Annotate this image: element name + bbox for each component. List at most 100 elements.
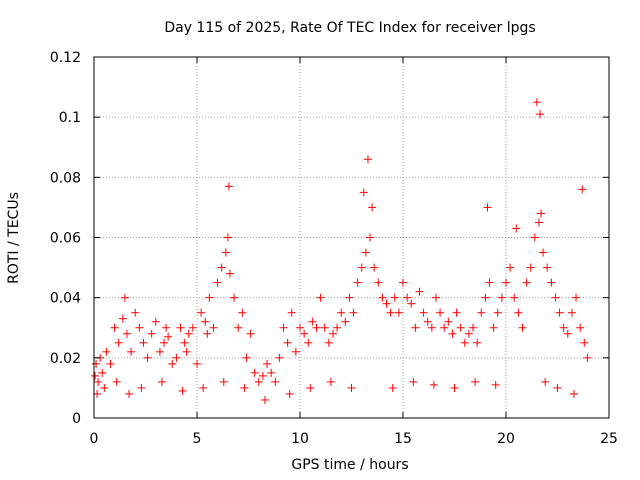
data-point <box>359 188 368 197</box>
data-point <box>94 377 103 386</box>
data-point <box>98 368 107 377</box>
data-point <box>300 329 309 338</box>
chart-title: Day 115 of 2025, Rate Of TEC Index for r… <box>164 20 535 36</box>
data-point <box>541 377 550 386</box>
y-tick-label: 0.08 <box>50 170 81 186</box>
data-point <box>184 329 193 338</box>
data-point <box>197 308 206 317</box>
data-point <box>172 353 181 362</box>
data-point <box>450 383 459 392</box>
data-point <box>219 377 228 386</box>
data-point <box>283 338 292 347</box>
data-point <box>160 338 169 347</box>
data-point <box>491 380 500 389</box>
y-tick-label: 0.12 <box>50 50 81 66</box>
data-point <box>217 263 226 272</box>
data-point <box>353 278 362 287</box>
data-point <box>102 347 111 356</box>
data-point <box>497 293 506 302</box>
data-point <box>131 308 140 317</box>
grid-lines <box>94 57 609 418</box>
data-point <box>456 323 465 332</box>
data-point <box>223 233 232 242</box>
x-tick-label: 5 <box>193 431 202 447</box>
data-point <box>100 383 109 392</box>
data-point <box>125 389 134 398</box>
data-point <box>271 377 280 386</box>
data-point <box>415 287 424 296</box>
data-point <box>535 110 544 119</box>
data-point <box>543 263 552 272</box>
data-point <box>514 308 523 317</box>
data-point <box>213 278 222 287</box>
data-point <box>469 323 478 332</box>
data-point <box>477 308 486 317</box>
data-points <box>91 98 592 404</box>
data-point <box>580 338 589 347</box>
data-point <box>137 383 146 392</box>
data-point <box>427 323 436 332</box>
data-point <box>347 383 356 392</box>
data-point <box>366 233 375 242</box>
data-point <box>122 329 131 338</box>
data-point <box>168 359 177 368</box>
data-point <box>440 323 449 332</box>
y-tick-labels: 0 0.02 0.04 0.06 0.08 0.1 0.12 <box>50 50 81 427</box>
data-point <box>399 278 407 287</box>
data-point <box>157 377 166 386</box>
data-point <box>139 338 148 347</box>
data-point <box>193 359 201 368</box>
x-tick-label: 20 <box>497 431 515 447</box>
data-point <box>306 383 315 392</box>
data-point <box>526 263 535 272</box>
data-point <box>320 323 329 332</box>
data-point <box>242 353 251 362</box>
data-point <box>553 383 562 392</box>
data-point <box>368 203 377 212</box>
data-point <box>444 317 453 326</box>
data-point <box>452 308 461 317</box>
data-point <box>238 308 247 317</box>
data-point <box>225 269 234 278</box>
data-point <box>569 389 578 398</box>
x-tick-label: 15 <box>394 431 412 447</box>
data-point <box>578 185 587 194</box>
data-point <box>576 323 585 332</box>
data-point <box>312 323 321 332</box>
data-point <box>510 293 519 302</box>
data-point <box>370 263 379 272</box>
data-point <box>481 293 490 302</box>
data-point <box>285 389 294 398</box>
data-point <box>162 323 171 332</box>
data-point <box>316 293 325 302</box>
data-point <box>555 308 564 317</box>
axis-ticks <box>93 56 610 419</box>
data-point <box>275 353 284 362</box>
data-point <box>532 98 541 107</box>
data-point <box>328 329 337 338</box>
data-point <box>258 371 267 380</box>
data-point <box>506 263 515 272</box>
data-point <box>304 338 313 347</box>
data-point <box>291 347 300 356</box>
data-point <box>572 293 581 302</box>
data-point <box>407 299 416 308</box>
data-point <box>254 377 263 386</box>
data-point <box>250 368 259 377</box>
data-point <box>382 299 391 308</box>
data-point <box>114 338 123 347</box>
data-point <box>361 248 370 257</box>
data-point <box>333 323 342 332</box>
x-axis-label: GPS time / hours <box>291 457 408 473</box>
data-point <box>460 338 469 347</box>
data-point <box>263 359 272 368</box>
y-axis-label: ROTI / TECUs <box>6 192 22 284</box>
y-tick-label: 0.04 <box>50 291 81 307</box>
data-point <box>188 323 197 332</box>
data-point <box>324 338 333 347</box>
data-point <box>423 317 432 326</box>
y-tick-label: 0 <box>72 411 81 427</box>
data-point <box>155 347 164 356</box>
data-point <box>91 371 100 380</box>
x-tick-label: 0 <box>90 431 99 447</box>
